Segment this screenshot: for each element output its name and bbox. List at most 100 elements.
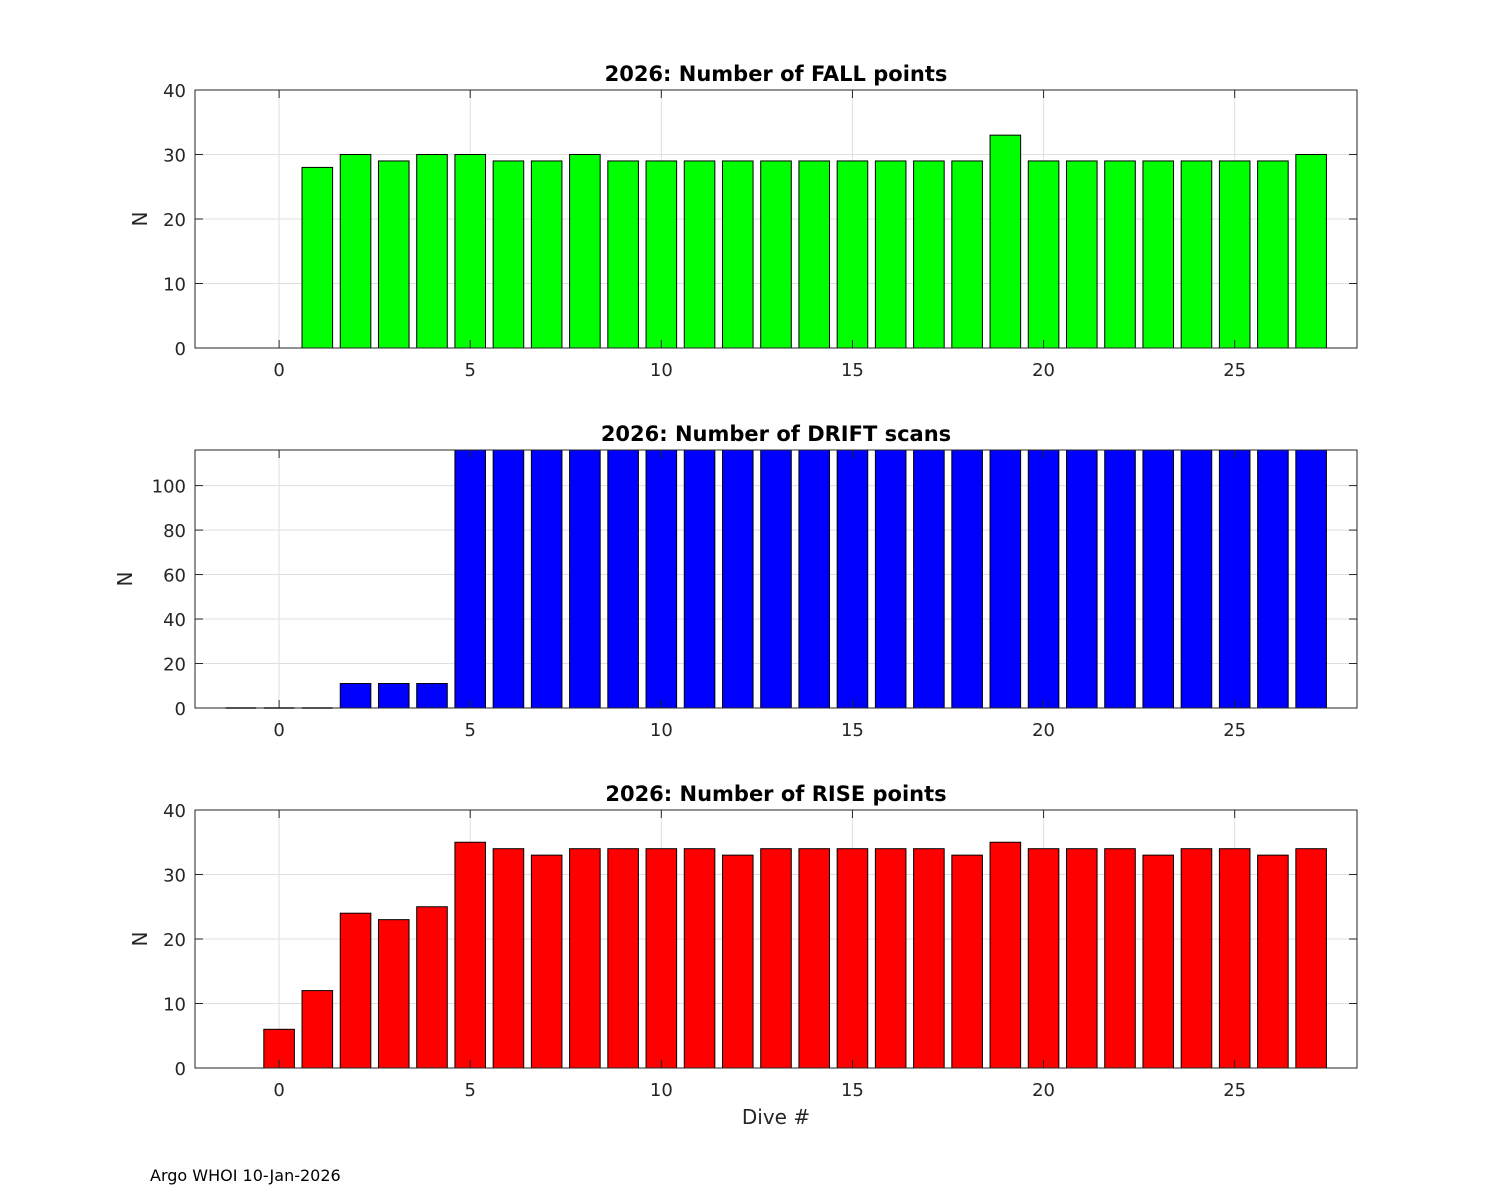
x-tick-label: 10 xyxy=(650,720,673,741)
bar xyxy=(1295,449,1327,709)
bar xyxy=(951,160,983,349)
chart-title: 2026: Number of DRIFT scans xyxy=(601,422,951,446)
bar xyxy=(416,154,448,349)
bar xyxy=(607,449,639,709)
bar xyxy=(951,449,983,709)
bar xyxy=(416,906,448,1069)
bar xyxy=(530,160,563,349)
bar xyxy=(377,160,410,349)
bar xyxy=(454,154,486,349)
bar xyxy=(1218,848,1251,1069)
bar xyxy=(1104,160,1136,349)
bar xyxy=(645,449,678,709)
x-tick-label: 20 xyxy=(1032,1080,1055,1101)
bar xyxy=(492,848,525,1069)
bar xyxy=(798,848,831,1069)
footer-credit: Argo WHOI 10-Jan-2026 xyxy=(150,1166,341,1185)
x-tick-label: 25 xyxy=(1223,1080,1246,1101)
bar xyxy=(721,449,754,709)
bar xyxy=(377,683,410,709)
bar xyxy=(836,160,869,349)
bar xyxy=(569,848,601,1069)
x-tick-label: 10 xyxy=(650,360,673,381)
y-tick-label: 80 xyxy=(163,521,186,542)
bar xyxy=(301,166,334,349)
bar xyxy=(760,848,792,1069)
bar xyxy=(454,841,486,1069)
x-tick-label: 15 xyxy=(841,720,864,741)
bar xyxy=(339,912,372,1069)
x-tick-label: 25 xyxy=(1223,720,1246,741)
bar xyxy=(798,160,831,349)
bar xyxy=(1295,848,1327,1069)
x-tick-label: 5 xyxy=(464,1080,475,1101)
y-axis-label: N xyxy=(128,212,152,227)
bar xyxy=(760,449,792,709)
bar xyxy=(683,160,716,349)
bar xyxy=(721,854,754,1069)
bar xyxy=(301,990,334,1069)
bar xyxy=(1066,160,1098,349)
bar xyxy=(1142,854,1175,1069)
bar xyxy=(1027,848,1060,1069)
bar xyxy=(492,449,525,709)
bar xyxy=(874,160,907,349)
chart-panel-3: 0 5 10 15 20 25 0 10 20 30 40 2026: Number of RISE … xyxy=(128,782,1358,1129)
y-tick-label: 0 xyxy=(175,1059,186,1080)
bar xyxy=(1257,449,1289,709)
bar xyxy=(492,160,525,349)
bar xyxy=(760,160,792,349)
bar xyxy=(569,154,601,349)
chart-panel-1: 0 5 10 15 20 25 0 10 20 30 40 2026: Number of FALL … xyxy=(128,62,1358,381)
bar xyxy=(1257,160,1289,349)
bar xyxy=(1295,154,1327,349)
bar xyxy=(683,848,716,1069)
bar xyxy=(1142,449,1175,709)
x-tick-label: 5 xyxy=(464,360,475,381)
x-tick-label: 0 xyxy=(273,360,284,381)
bar xyxy=(1142,160,1175,349)
chart-title: 2026: Number of FALL points xyxy=(605,62,948,86)
bar xyxy=(1027,449,1060,709)
bar xyxy=(1027,160,1060,349)
y-tick-label: 20 xyxy=(163,930,186,951)
bar xyxy=(530,449,563,709)
y-tick-label: 100 xyxy=(152,477,186,498)
bar xyxy=(1218,160,1251,349)
y-tick-label: 60 xyxy=(163,566,186,587)
bar xyxy=(951,854,983,1069)
y-tick-label: 40 xyxy=(163,610,186,631)
bar xyxy=(874,449,907,709)
bar xyxy=(1104,848,1136,1069)
bar xyxy=(683,449,716,709)
bar xyxy=(569,449,601,709)
bar xyxy=(530,854,563,1069)
y-axis-label: N xyxy=(113,572,137,587)
bar xyxy=(721,160,754,349)
bar xyxy=(339,154,372,349)
bar xyxy=(1180,848,1213,1069)
y-tick-label: 20 xyxy=(163,210,186,231)
y-tick-label: 40 xyxy=(163,81,186,102)
x-tick-label: 10 xyxy=(650,1080,673,1101)
bar xyxy=(607,160,639,349)
bar xyxy=(836,848,869,1069)
bar xyxy=(913,160,945,349)
y-tick-label: 20 xyxy=(163,655,186,676)
bar xyxy=(645,848,678,1069)
y-tick-label: 30 xyxy=(163,146,186,167)
x-tick-label: 20 xyxy=(1032,720,1055,741)
bar xyxy=(454,449,486,709)
bar xyxy=(416,683,448,709)
x-tick-label: 20 xyxy=(1032,360,1055,381)
chart-title: 2026: Number of RISE points xyxy=(605,782,946,806)
bar xyxy=(913,449,945,709)
bar xyxy=(1257,854,1289,1069)
bar xyxy=(1066,449,1098,709)
x-axis-label: Dive # xyxy=(742,1105,810,1129)
bar xyxy=(989,841,1022,1069)
x-tick-label: 0 xyxy=(273,720,284,741)
x-tick-label: 15 xyxy=(841,1080,864,1101)
bar xyxy=(1180,160,1213,349)
bar xyxy=(645,160,678,349)
